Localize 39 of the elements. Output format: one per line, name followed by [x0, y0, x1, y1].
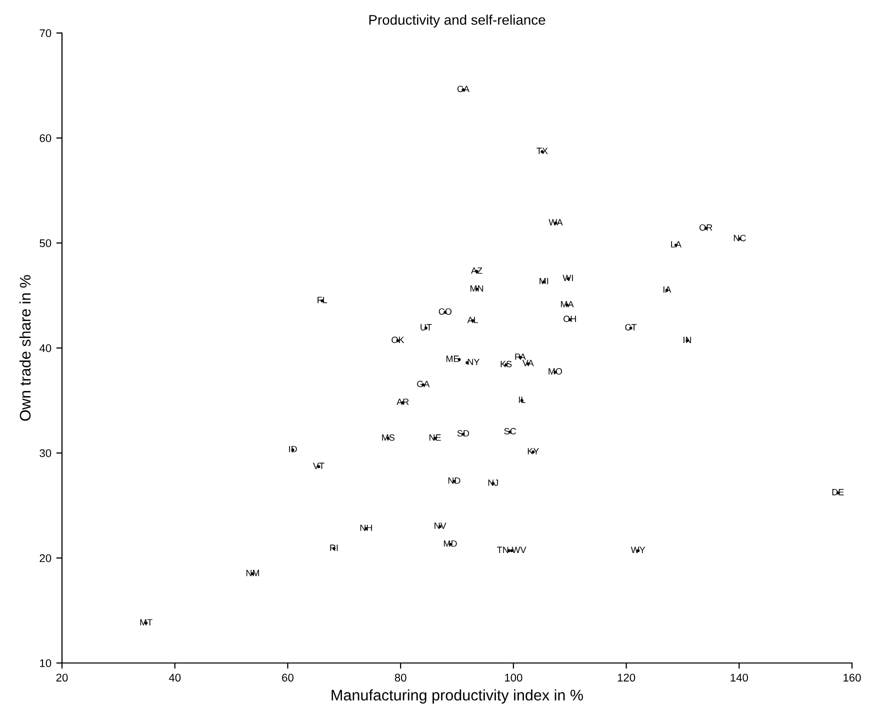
data-label: ME	[446, 356, 459, 362]
x-tick-label: 20	[56, 674, 68, 682]
data-label: KS	[500, 360, 512, 368]
y-tick-label: 60	[40, 134, 52, 142]
y-tick-label: 30	[40, 449, 52, 458]
x-tick-label: 120	[618, 674, 636, 682]
x-tick-label: 80	[394, 674, 406, 682]
chart-title: Productivity and self-reliance	[369, 14, 546, 28]
data-label: MS	[382, 434, 395, 441]
data-label: TX	[536, 148, 548, 154]
y-axis-title: Own trade share in %	[19, 275, 31, 421]
data-label: NM	[246, 570, 260, 576]
y-tick-label: 40	[39, 344, 52, 352]
y-tick-label: 70	[40, 29, 52, 38]
y-tick-label: 50	[40, 239, 52, 248]
data-label: CT	[625, 324, 637, 330]
x-tick-label: 160	[844, 674, 861, 682]
data-label: KY	[528, 448, 539, 454]
y-tick-label: 10	[40, 659, 52, 668]
x-tick-label: 40	[168, 674, 181, 682]
x-tick-label: 100	[505, 674, 522, 682]
data-label: VT	[313, 462, 324, 469]
x-tick-label: 60	[282, 674, 294, 682]
data-label: AZ	[471, 267, 482, 274]
data-label: CA	[457, 86, 470, 92]
data-label: IN	[684, 336, 692, 343]
y-tick-label: 20	[40, 554, 52, 562]
data-label: AR	[396, 398, 409, 405]
data-label: DE	[832, 489, 844, 496]
data-label: NY	[468, 358, 480, 366]
data-label: MO	[548, 368, 562, 375]
x-axis-title: Manufacturing productivity index in %	[332, 689, 583, 704]
data-label: MA	[561, 301, 574, 308]
data-label: OH	[564, 316, 576, 322]
data-label: WV	[512, 546, 526, 553]
x-tick-label: 140	[730, 674, 748, 682]
data-label: NV	[434, 522, 446, 529]
data-label: MN	[470, 285, 484, 292]
data-label: TN	[497, 546, 508, 553]
